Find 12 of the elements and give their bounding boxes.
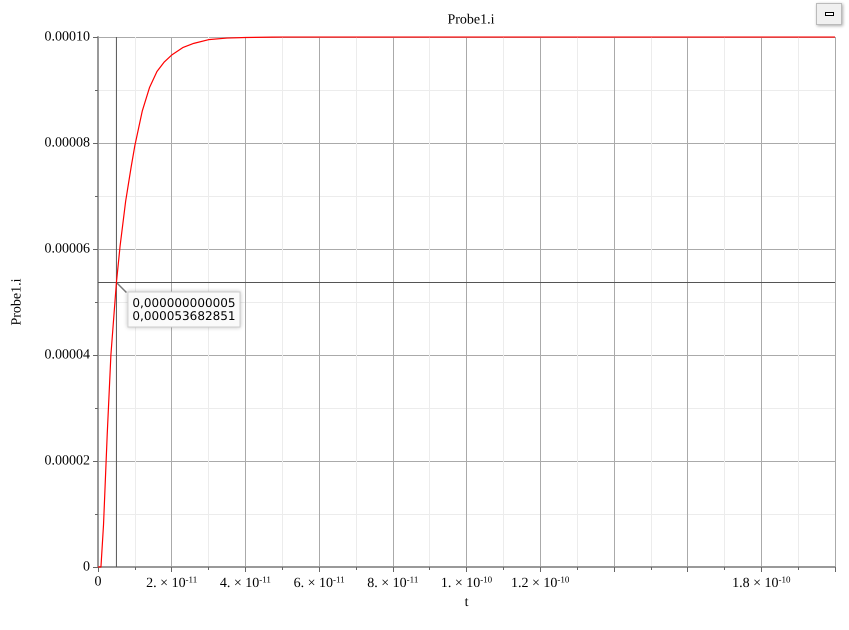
y-tick-label: 0.00002 [44, 454, 90, 468]
y-tick-label: 0 [83, 560, 90, 574]
chart-title: Probe1.i [447, 12, 495, 28]
y-tick-label: 0.00008 [44, 136, 90, 150]
line-series [97, 36, 836, 568]
y-axis-title: Probe1.i [10, 278, 24, 326]
y-tick-label: 0.00004 [44, 348, 90, 362]
x-tick-label: 0 [94, 574, 102, 590]
x-axis-title: t [464, 594, 469, 610]
y-tick-label: 0.00010 [44, 30, 90, 44]
annotation: 0,000000000005 0,000053682851 [132, 296, 236, 323]
y-tick-label: 0.00006 [44, 242, 90, 256]
